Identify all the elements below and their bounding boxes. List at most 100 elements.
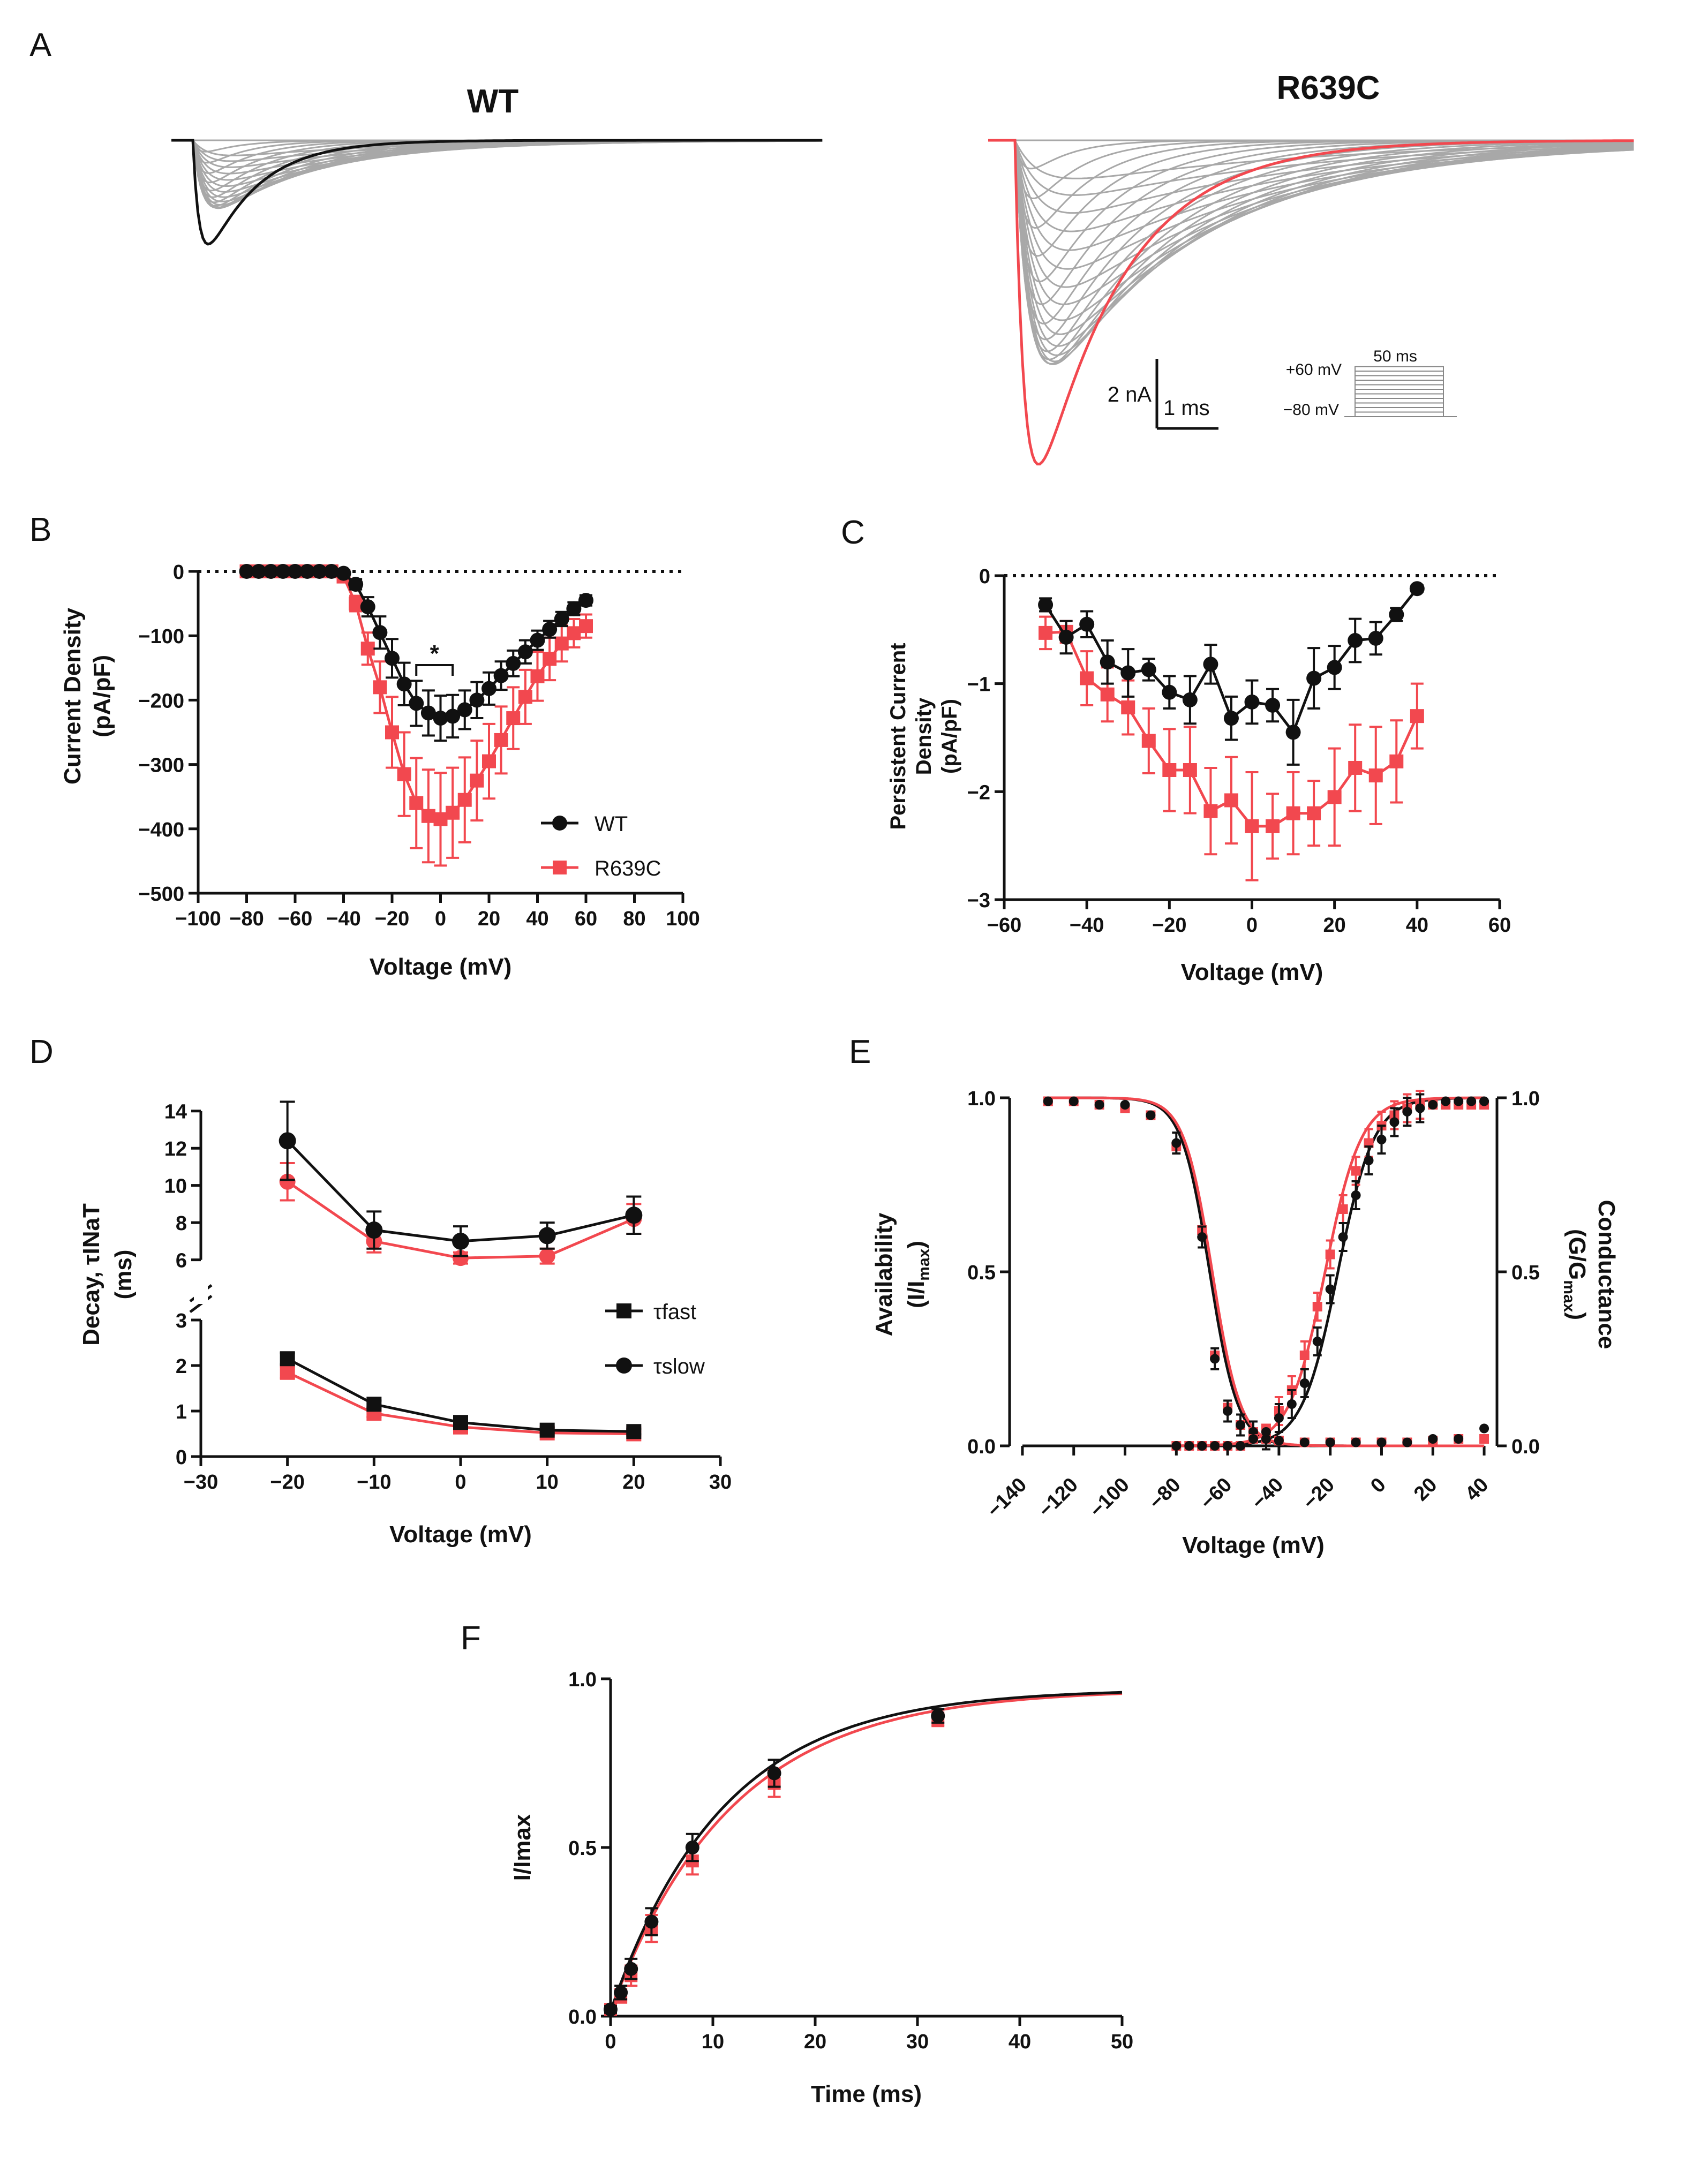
wt-point — [578, 593, 593, 608]
x-axis-label: Time (ms) — [811, 2081, 922, 2107]
x-tick-label: −100 — [175, 908, 221, 930]
left-units-prefix: (I/I — [903, 1281, 929, 1308]
wt-point — [506, 655, 521, 671]
x-tick-label: 10 — [536, 1471, 559, 1494]
wt-point — [263, 564, 279, 579]
wt-activation-point — [1248, 1434, 1258, 1444]
protocol-step — [1344, 411, 1457, 417]
wt-point — [614, 1985, 628, 2000]
x-tick-label: −80 — [1145, 1474, 1185, 1514]
r639c-point — [349, 597, 363, 611]
scale-current-label: 2 nA — [1108, 383, 1152, 406]
wt-activation-point — [1223, 1441, 1233, 1451]
x-tick-label: −60 — [987, 914, 1021, 937]
wt-point — [348, 577, 364, 592]
wt-point — [312, 564, 327, 579]
y-tick-label: −500 — [138, 883, 184, 906]
wt-inactivation-point — [1261, 1434, 1271, 1444]
wt-point — [554, 611, 569, 627]
r639c-point — [397, 767, 411, 781]
panel-label-c: C — [841, 514, 865, 551]
legend-label-slow: τslow — [653, 1355, 705, 1378]
right-units-prefix: (G/G — [1564, 1229, 1590, 1280]
r639c-point — [482, 754, 496, 768]
x-tick-label: 60 — [1488, 914, 1511, 937]
wt-point — [360, 599, 375, 615]
wt-point — [542, 622, 558, 637]
wt-point — [1285, 725, 1301, 740]
r639c-activation-fit — [1176, 1096, 1485, 1447]
r639c-point — [446, 805, 460, 820]
wt-slow-point — [279, 1132, 296, 1150]
wt-activation-point — [1428, 1100, 1438, 1110]
right-y-axis-label: Conductance — [1593, 1200, 1620, 1349]
y-tick-label: 3 — [176, 1310, 187, 1332]
wt-point — [1182, 692, 1198, 707]
wt-point — [1079, 616, 1095, 632]
scale-time-label: 1 ms — [1163, 396, 1210, 420]
x-tick-label: 40 — [1461, 1474, 1493, 1506]
wt-point — [1306, 670, 1322, 686]
panel-f-recovery: 0 10 20 30 40 50 Time (ms) 0.0 0.5 1.0 I/Imax — [509, 1669, 1133, 2107]
y-tick-label: 14 — [164, 1101, 187, 1123]
x-tick-label: −40 — [1247, 1474, 1288, 1514]
wt-inactivation-point — [1094, 1100, 1104, 1110]
y-tick-label: −300 — [138, 755, 184, 777]
y-tick-label: −3 — [967, 889, 990, 912]
y-tick-label: 0.5 — [568, 1837, 597, 1860]
wt-activation-point — [1376, 1135, 1387, 1144]
wt-point — [1141, 662, 1156, 677]
wt-inactivation-point — [1197, 1232, 1207, 1242]
wt-recovery-fit — [609, 1691, 1123, 2012]
wt-point — [372, 625, 388, 640]
scale-bar: 2 nA 1 ms — [1108, 359, 1218, 430]
voltage-protocol: 50 ms +60 mV −80 mV — [1283, 348, 1457, 419]
wt-point — [1348, 633, 1363, 648]
wt-fast-point — [453, 1415, 468, 1430]
wt-point — [1120, 665, 1136, 681]
r639c-sweep — [988, 139, 1634, 365]
y-axis-label: Density — [912, 697, 936, 775]
r639c-sweep — [988, 139, 1634, 270]
r639c-activation-point — [1351, 1166, 1361, 1176]
y-tick-label: −2 — [967, 781, 990, 804]
wt-point — [493, 668, 509, 683]
wt-fast-point — [626, 1424, 642, 1439]
wt-inactivation-point — [1210, 1354, 1220, 1364]
r639c-sweep — [988, 139, 1634, 283]
x-tick-label: 60 — [575, 908, 597, 930]
x-axis-label: Voltage (mV) — [1182, 1532, 1325, 1558]
wt-activation-point — [1184, 1441, 1194, 1451]
r639c-inactivation-point — [1479, 1434, 1489, 1444]
x-axis-label: Voltage (mV) — [370, 954, 512, 980]
y-tick-label: −1 — [967, 674, 990, 696]
wt-inactivation-point — [1171, 1138, 1182, 1148]
wt-inactivation-point — [1069, 1096, 1079, 1106]
wt-inactivation-point — [1299, 1437, 1310, 1447]
title-wt: WT — [467, 83, 519, 120]
y-tick-label: 1.0 — [568, 1669, 597, 1691]
r639c-point — [530, 669, 545, 683]
wt-inactivation-point — [1274, 1436, 1284, 1446]
wt-inactivation-point — [1325, 1437, 1335, 1447]
wt-activation-point — [1389, 1117, 1399, 1127]
y-axis-label: Current Density — [59, 607, 86, 785]
y-axis-label: (pA/pF) — [938, 699, 961, 774]
wt-point — [239, 564, 254, 579]
wt-inactivation-point — [1376, 1437, 1387, 1447]
x-tick-label: 10 — [702, 2031, 724, 2053]
r639c-point — [1080, 671, 1094, 685]
legend-label-r639c: R639C — [595, 857, 661, 880]
wt-traces — [171, 139, 823, 246]
y-axis-label: (pA/pF) — [89, 655, 115, 737]
x-axis-label: Voltage (mV) — [1181, 959, 1323, 985]
left-units-sub: max — [915, 1248, 933, 1280]
r639c-point — [1368, 768, 1383, 783]
y-axis-label: I/Imax — [509, 1814, 536, 1881]
r639c-point — [1410, 709, 1424, 723]
x-tick-label: −20 — [1299, 1474, 1339, 1514]
title-r639c: R639C — [1277, 70, 1380, 107]
wt-activation-point — [1274, 1413, 1284, 1423]
wt-point — [1203, 657, 1218, 672]
